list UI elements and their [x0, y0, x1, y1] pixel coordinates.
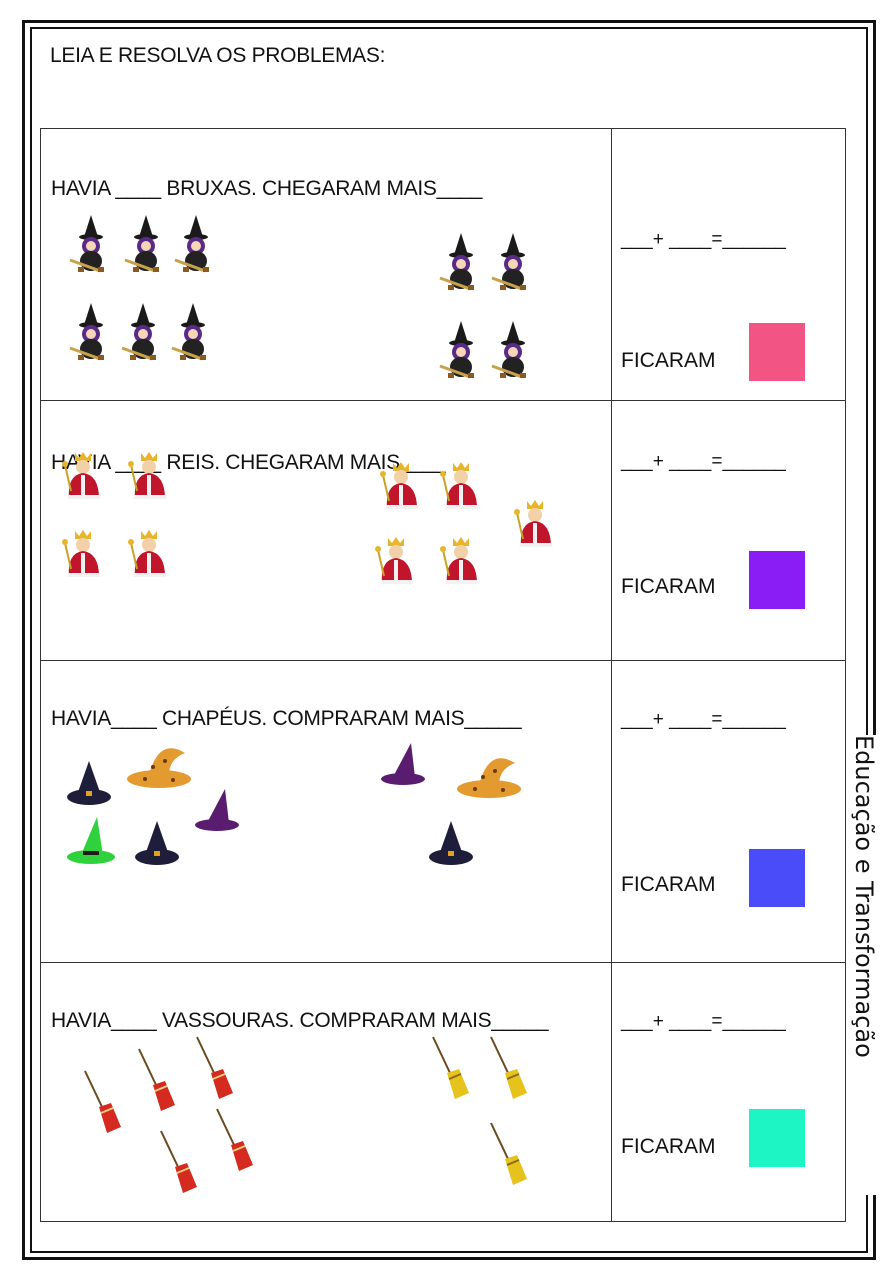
witch-icon — [69, 303, 104, 361]
hat-icon — [381, 743, 425, 785]
problem-illustration-cell: HAVIA ____ REIS. CHEGARAM MAIS____ — [41, 401, 612, 660]
hat-icon — [195, 789, 239, 831]
broom-icon — [216, 1108, 254, 1172]
king-icon — [61, 451, 102, 500]
witch-icon — [124, 215, 159, 273]
equation-blank: ___+ ____=______ — [621, 451, 786, 472]
king-icon — [127, 529, 168, 578]
witch-icon — [439, 233, 474, 291]
side-label: Educação e Transformação — [850, 735, 878, 1058]
broom-icon — [490, 1036, 528, 1100]
problem-question: HAVIA____ VASSOURAS. COMPRARAM MAIS_____ — [51, 1009, 549, 1032]
king-illustrations — [61, 451, 554, 585]
page-title: LEIA E RESOLVA OS PROBLEMAS: — [50, 44, 386, 67]
witch-icon — [121, 303, 156, 361]
answer-box[interactable] — [749, 323, 805, 381]
witch-icon — [69, 215, 104, 273]
side-watermark: Educação e Transformação — [850, 735, 882, 1195]
broom-illustrations — [84, 1036, 528, 1194]
answer-box[interactable] — [749, 1109, 805, 1167]
hat-icon — [67, 761, 111, 805]
king-icon — [379, 461, 420, 510]
problem-illustration-cell: HAVIA____ VASSOURAS. COMPRARAM MAIS_____ — [41, 963, 612, 1221]
king-icon — [127, 451, 168, 500]
king-icon — [513, 499, 554, 548]
equation-blank: ___+ ____=______ — [621, 229, 786, 250]
witch-icon — [174, 215, 209, 273]
witch-icon — [171, 303, 206, 361]
problem-row-hats: HAVIA____ CHAPÉUS. COMPRARAM MAIS_____ — [41, 661, 845, 963]
problem-row-witches: HAVIA ____ BRUXAS. CHEGARAM MAIS____ — [41, 129, 845, 401]
king-icon — [439, 461, 480, 510]
hat-illustrations — [67, 743, 521, 865]
broom-icon — [138, 1048, 176, 1112]
answer-box[interactable] — [749, 849, 805, 907]
problem-row-kings: HAVIA ____ REIS. CHEGARAM MAIS____ — [41, 401, 845, 661]
ficaram-label: FICARAM — [621, 349, 716, 372]
witch-icon — [491, 233, 526, 291]
equation-blank: ___+ ____=______ — [621, 1011, 786, 1032]
problem-illustration-cell: HAVIA____ CHAPÉUS. COMPRARAM MAIS_____ — [41, 661, 612, 962]
broom-icon — [84, 1070, 122, 1134]
broom-icon — [196, 1036, 234, 1100]
witch-icon — [439, 321, 474, 379]
equation-blank: ___+ ____=______ — [621, 709, 786, 730]
king-icon — [61, 529, 102, 578]
broom-icon — [432, 1036, 470, 1100]
hat-icon — [429, 821, 473, 865]
hat-icon — [457, 758, 521, 798]
ficaram-label: FICARAM — [621, 873, 716, 896]
hat-icon — [127, 748, 191, 788]
hat-icon — [135, 821, 179, 865]
broom-icon — [160, 1130, 198, 1194]
broom-icon — [490, 1122, 528, 1186]
witch-icon — [491, 321, 526, 379]
problems-table: HAVIA ____ BRUXAS. CHEGARAM MAIS____ — [40, 128, 846, 1222]
problem-question: HAVIA____ CHAPÉUS. COMPRARAM MAIS_____ — [51, 707, 522, 730]
problem-question: HAVIA ____ BRUXAS. CHEGARAM MAIS____ — [51, 177, 483, 200]
problem-illustration-cell: HAVIA ____ BRUXAS. CHEGARAM MAIS____ — [41, 129, 612, 400]
problem-row-brooms: HAVIA____ VASSOURAS. COMPRARAM MAIS_____ — [41, 963, 845, 1221]
witch-illustrations — [69, 215, 526, 379]
ficaram-label: FICARAM — [621, 575, 716, 598]
page-border-outer — [22, 20, 876, 1260]
ficaram-label: FICARAM — [621, 1135, 716, 1158]
king-icon — [439, 536, 480, 585]
king-icon — [374, 536, 415, 585]
page-border-inner — [30, 27, 868, 1253]
hat-icon — [67, 817, 115, 864]
answer-box[interactable] — [749, 551, 805, 609]
